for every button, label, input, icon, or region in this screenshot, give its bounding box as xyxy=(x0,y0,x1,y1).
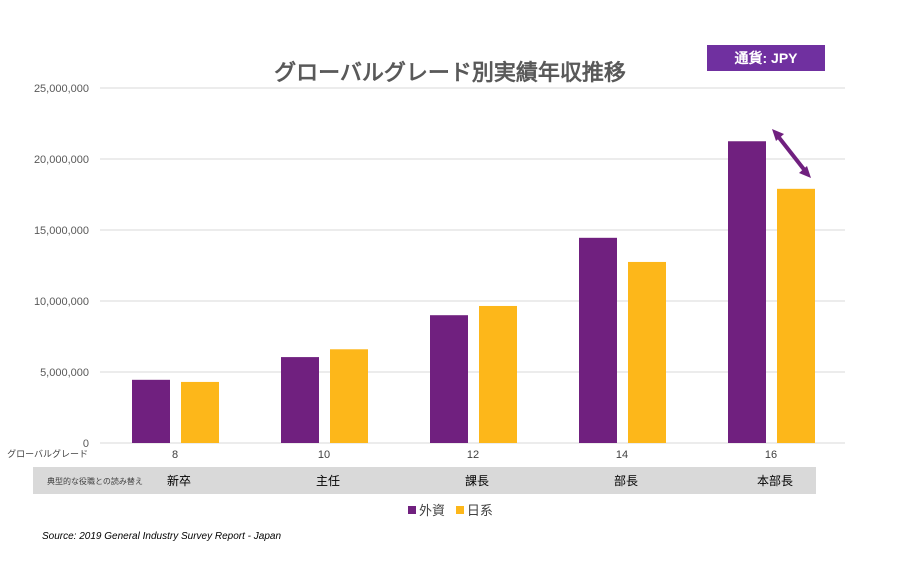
role-band xyxy=(33,467,816,494)
legend-label: 外資 xyxy=(419,503,446,518)
bar-japanese xyxy=(777,188,815,443)
legend-label: 日系 xyxy=(466,503,493,518)
x-tick-label: 8 xyxy=(172,449,178,461)
x-tick-label: 10 xyxy=(318,449,330,461)
arrowhead-icon xyxy=(799,166,811,178)
legend-item-japanese: 日系 xyxy=(455,503,493,518)
y-tick-label: 10,000,000 xyxy=(34,296,89,308)
x-tick-label: 12 xyxy=(467,449,479,461)
legend-swatch xyxy=(408,506,416,514)
row-label-role: 典型的な役職との読み替え xyxy=(47,476,143,486)
y-tick-label: 5,000,000 xyxy=(40,367,89,379)
legend-item-foreign: 外資 xyxy=(408,503,445,518)
bar-japanese xyxy=(628,261,666,443)
arrowhead-icon xyxy=(772,129,784,141)
row-label-grade: グローバルグレード xyxy=(7,448,88,459)
x-tick-label: 16 xyxy=(765,449,777,461)
bar-japanese xyxy=(181,381,219,443)
y-tick-label: 15,000,000 xyxy=(34,225,89,237)
bar-foreign xyxy=(281,357,319,443)
legend-swatch xyxy=(455,506,464,514)
bar-foreign xyxy=(728,141,766,443)
y-tick-label: 0 xyxy=(83,438,89,450)
bar-foreign xyxy=(132,379,170,443)
role-label: 課長 xyxy=(465,473,489,488)
annotation-arrow xyxy=(775,133,808,174)
currency-badge: 通貨: JPY xyxy=(707,45,825,71)
bar-foreign xyxy=(430,315,468,443)
role-label: 新卒 xyxy=(167,473,191,488)
chart-title: グローバルグレード別実績年収推移 xyxy=(274,60,626,85)
role-label: 部長 xyxy=(614,473,638,488)
legend: 外資 日系 xyxy=(408,500,493,519)
y-tick-label: 25,000,000 xyxy=(34,83,89,95)
y-tick-label: 20,000,000 xyxy=(34,154,89,166)
bar-japanese xyxy=(479,305,517,443)
role-label: 本部長 xyxy=(757,473,793,488)
source-note: Source: 2019 General Industry Survey Rep… xyxy=(42,531,282,542)
bar-foreign xyxy=(579,237,617,443)
x-tick-label: 14 xyxy=(616,449,628,461)
bar-japanese xyxy=(330,349,368,443)
role-label: 主任 xyxy=(316,474,340,488)
